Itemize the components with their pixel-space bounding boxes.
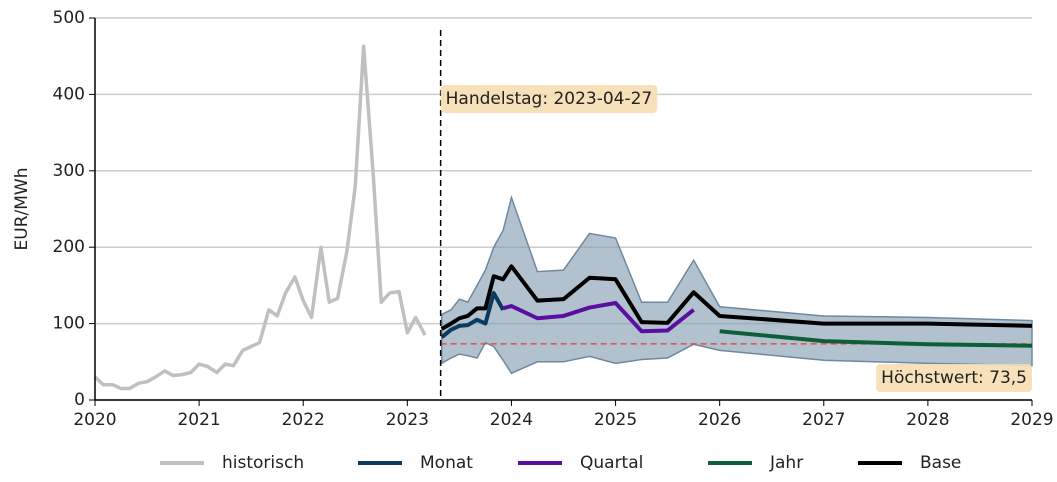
series-line — [440, 291, 505, 339]
series-line — [502, 300, 695, 334]
range-band — [440, 194, 1033, 375]
y-tick-label: 400 — [53, 84, 85, 104]
trade-date-label: Handelstag: 2023-04-27 — [446, 89, 653, 109]
y-tick-label: 500 — [53, 8, 85, 28]
y-tick-label: 0 — [74, 390, 85, 410]
x-tick-label: 2022 — [282, 410, 325, 430]
x-tick-label: 2028 — [906, 410, 949, 430]
x-tick-label: 2020 — [73, 410, 116, 430]
x-tick-label: 2021 — [177, 410, 220, 430]
threshold-label: Höchstwert: 73,5 — [881, 368, 1027, 388]
x-tick-label: 2024 — [490, 410, 533, 430]
series-line — [719, 329, 1033, 348]
legend-label: Base — [920, 453, 961, 473]
legend-label: Monat — [420, 453, 473, 473]
x-tick-label: 2023 — [386, 410, 429, 430]
x-tick-label: 2029 — [1010, 410, 1053, 430]
y-tick-label: 200 — [53, 237, 85, 257]
trade-date-label-box — [440, 85, 658, 113]
x-tick-label: 2027 — [802, 410, 845, 430]
y-tick-label: 100 — [53, 314, 85, 334]
series-line — [440, 264, 1033, 331]
x-tick-label: 2025 — [594, 410, 637, 430]
legend-label: Jahr — [769, 453, 803, 473]
series-line — [93, 44, 427, 391]
threshold-label-box — [876, 364, 1032, 392]
x-tick-label: 2026 — [698, 410, 741, 430]
y-tick-label: 300 — [53, 161, 85, 181]
legend-label: historisch — [222, 453, 304, 473]
y-axis-label: EUR/MWh — [12, 168, 32, 251]
legend-label: Quartal — [580, 453, 643, 473]
